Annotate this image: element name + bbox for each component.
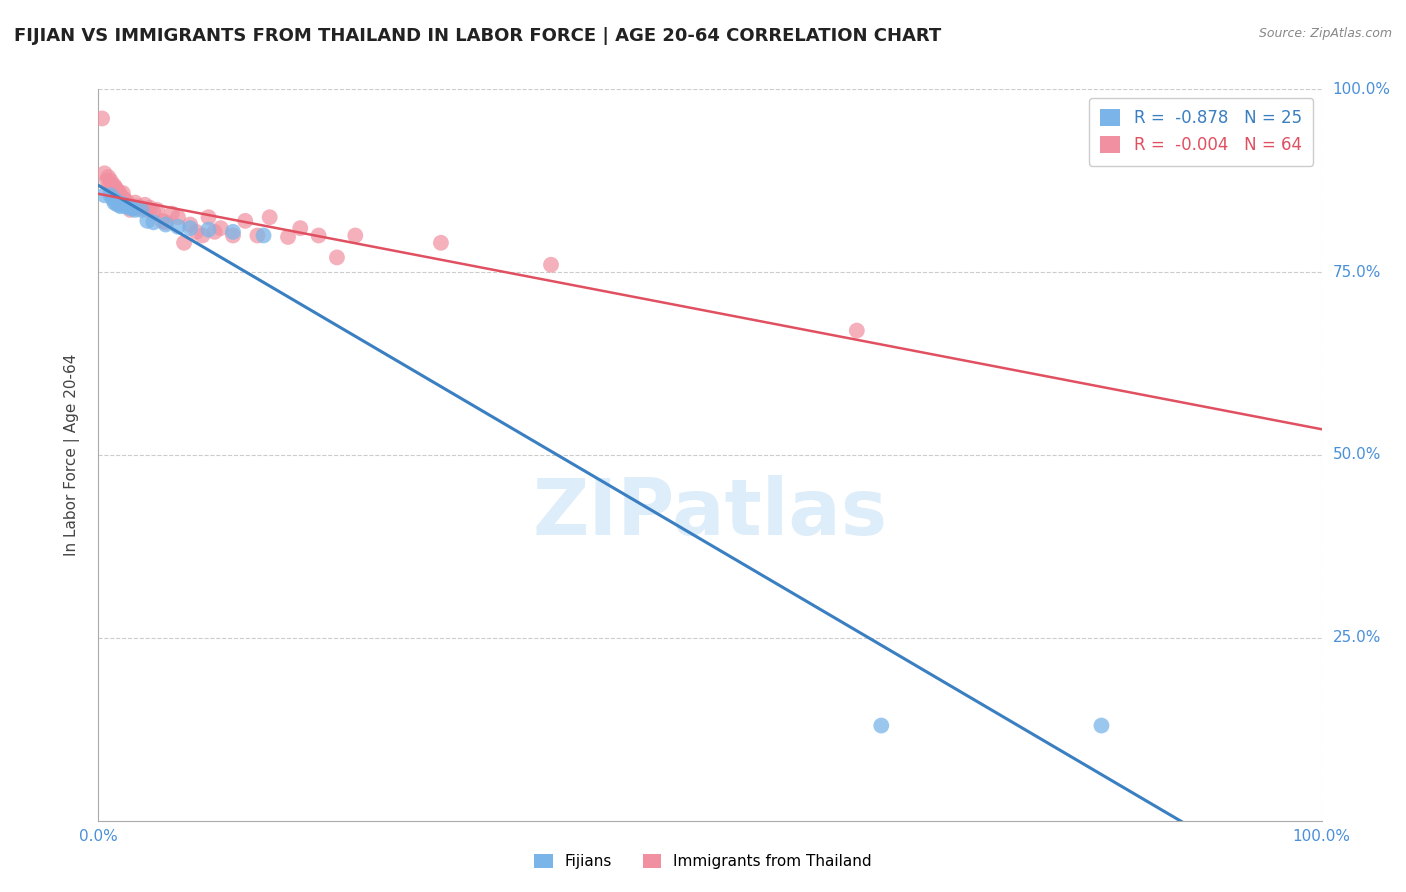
Point: [155, 218, 177, 232]
Point: [101, 178, 124, 192]
Legend: R =  -0.878   N = 25, R =  -0.004   N = 64: R = -0.878 N = 25, R = -0.004 N = 64: [1088, 97, 1313, 166]
Text: Source: ZipAtlas.com: Source: ZipAtlas.com: [1258, 27, 1392, 40]
Point: [222, 225, 245, 239]
Point: [540, 258, 562, 272]
Text: 100.0%: 100.0%: [1333, 82, 1391, 96]
Point: [222, 228, 245, 243]
Point: [179, 221, 201, 235]
Point: [108, 198, 131, 212]
Legend: Fijians, Immigrants from Thailand: Fijians, Immigrants from Thailand: [529, 848, 877, 875]
Point: [108, 186, 131, 200]
Text: 25.0%: 25.0%: [1333, 631, 1381, 645]
Point: [93, 188, 115, 202]
Text: FIJIAN VS IMMIGRANTS FROM THAILAND IN LABOR FORCE | AGE 20-64 CORRELATION CHART: FIJIAN VS IMMIGRANTS FROM THAILAND IN LA…: [14, 27, 941, 45]
Point: [91, 112, 114, 126]
Point: [121, 201, 143, 215]
Point: [136, 202, 159, 217]
Point: [127, 199, 149, 213]
Point: [111, 197, 134, 211]
Point: [430, 235, 453, 250]
Point: [209, 221, 232, 235]
Point: [114, 194, 136, 208]
Point: [108, 195, 131, 210]
Point: [259, 211, 281, 225]
Point: [124, 202, 146, 217]
Point: [173, 235, 195, 250]
Point: [191, 228, 214, 243]
Point: [100, 173, 122, 188]
Point: [105, 197, 128, 211]
Point: [97, 169, 120, 184]
Point: [98, 178, 121, 192]
Point: [129, 202, 152, 217]
Point: [197, 211, 219, 225]
Point: [167, 211, 190, 225]
Point: [93, 166, 115, 180]
Point: [160, 206, 183, 220]
Point: [139, 201, 162, 215]
Point: [344, 228, 367, 243]
Point: [136, 214, 159, 228]
Point: [100, 188, 122, 202]
Point: [101, 181, 124, 195]
Point: [111, 186, 134, 200]
Point: [146, 202, 169, 217]
Point: [845, 324, 868, 338]
Point: [110, 188, 132, 202]
Point: [142, 215, 165, 229]
Point: [150, 214, 173, 228]
Point: [167, 219, 190, 234]
Point: [110, 199, 132, 213]
Point: [1090, 718, 1112, 732]
Point: [197, 222, 219, 236]
Point: [100, 185, 122, 199]
Point: [179, 218, 201, 232]
Point: [155, 215, 177, 229]
Point: [103, 195, 125, 210]
Point: [114, 199, 136, 213]
Point: [277, 230, 299, 244]
Point: [101, 192, 124, 206]
Point: [120, 202, 142, 217]
Point: [186, 225, 208, 239]
Point: [142, 205, 165, 219]
Point: [118, 201, 141, 215]
Text: 75.0%: 75.0%: [1333, 265, 1381, 279]
Point: [107, 192, 129, 206]
Point: [96, 173, 118, 188]
Point: [111, 195, 134, 210]
Text: ZIPatlas: ZIPatlas: [533, 475, 887, 551]
Point: [117, 195, 139, 210]
Point: [129, 201, 152, 215]
Point: [118, 199, 141, 213]
Point: [326, 251, 349, 265]
Point: [107, 185, 129, 199]
Point: [104, 181, 127, 195]
Point: [124, 195, 146, 210]
Point: [111, 190, 134, 204]
Point: [103, 186, 125, 200]
Point: [870, 718, 893, 732]
Y-axis label: In Labor Force | Age 20-64: In Labor Force | Age 20-64: [63, 354, 80, 556]
Point: [246, 228, 269, 243]
Point: [110, 197, 132, 211]
Text: 50.0%: 50.0%: [1333, 448, 1381, 462]
Point: [121, 202, 143, 216]
Point: [104, 188, 127, 202]
Point: [233, 214, 256, 228]
Point: [308, 228, 330, 243]
Point: [112, 192, 135, 206]
Point: [290, 221, 312, 235]
Point: [120, 199, 142, 213]
Point: [105, 190, 128, 204]
Point: [134, 198, 156, 212]
Point: [104, 194, 127, 208]
Point: [105, 183, 128, 197]
Point: [103, 178, 125, 193]
Point: [252, 228, 274, 243]
Point: [107, 195, 129, 210]
Point: [115, 198, 138, 212]
Point: [204, 225, 226, 239]
Point: [101, 188, 124, 202]
